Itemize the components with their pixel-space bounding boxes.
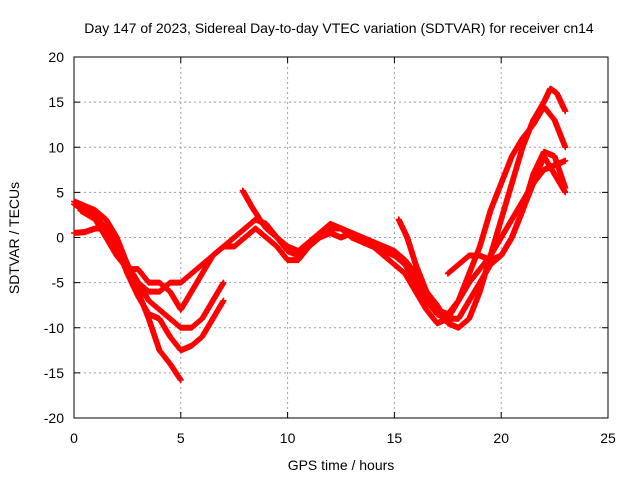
x-tick-label: 20 bbox=[493, 430, 509, 446]
y-tick-label: -20 bbox=[44, 410, 64, 426]
x-axis-label: GPS time / hours bbox=[288, 457, 395, 473]
x-tick-label: 5 bbox=[177, 430, 185, 446]
y-tick-label: 0 bbox=[56, 230, 64, 246]
x-tick-label: 15 bbox=[387, 430, 403, 446]
y-axis-label: SDTVAR / TECUs bbox=[6, 182, 22, 294]
y-tick-label: 15 bbox=[48, 94, 64, 110]
marker-track bbox=[444, 148, 569, 277]
y-tick-label: -5 bbox=[52, 275, 65, 291]
y-tick-label: -15 bbox=[44, 365, 64, 381]
y-tick-label: 20 bbox=[48, 49, 64, 65]
data-markers bbox=[71, 85, 569, 384]
series-track-7 bbox=[395, 103, 569, 318]
x-tick-label: 25 bbox=[600, 430, 616, 446]
marker-track bbox=[395, 103, 569, 318]
x-tick-label: 0 bbox=[70, 430, 78, 446]
series-track-8 bbox=[444, 148, 569, 277]
axis-ticks: 0 5 10 15 20 25 -20 -15 -10 -5 0 5 10 15 20 bbox=[44, 49, 616, 446]
chart-title: Day 147 of 2023, Sidereal Day-to-day VTE… bbox=[84, 20, 594, 36]
y-tick-label: 10 bbox=[48, 139, 64, 155]
y-tick-label: -10 bbox=[44, 320, 64, 336]
y-tick-label: 5 bbox=[56, 184, 64, 200]
x-tick-label: 10 bbox=[280, 430, 296, 446]
